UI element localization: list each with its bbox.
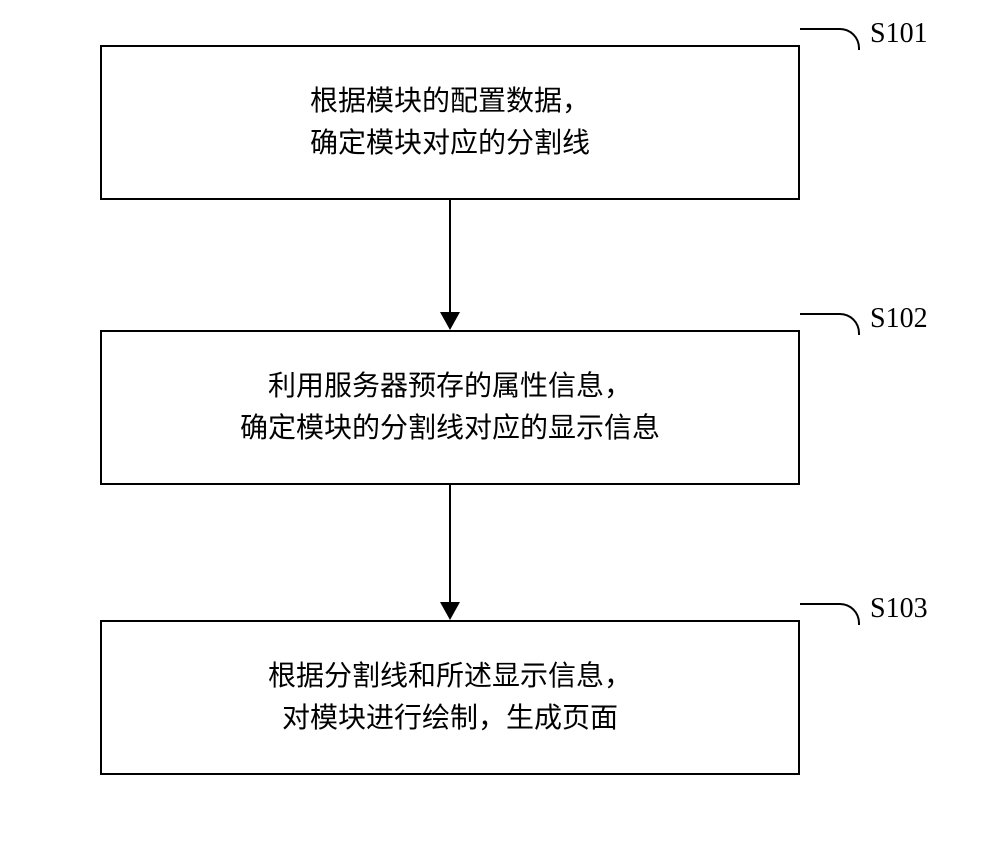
step-label-s103: S103: [870, 593, 928, 625]
step-box-s102: 利用服务器预存的属性信息， 确定模块的分割线对应的显示信息: [100, 330, 800, 485]
step-box-s101: 根据模块的配置数据， 确定模块对应的分割线: [100, 45, 800, 200]
step-text-line1: 根据分割线和所述显示信息，: [268, 656, 632, 698]
step-label-s102: S102: [870, 303, 928, 335]
step-text-line2: 对模块进行绘制，生成页面: [282, 698, 618, 740]
flowchart-container: 根据模块的配置数据， 确定模块对应的分割线 S101 利用服务器预存的属性信息，…: [0, 0, 1000, 860]
arrow-head-1: [440, 312, 460, 330]
step-box-s103: 根据分割线和所述显示信息， 对模块进行绘制，生成页面: [100, 620, 800, 775]
label-connector-s102: [800, 313, 860, 335]
step-label-s101: S101: [870, 18, 928, 50]
step-text-line1: 根据模块的配置数据，: [310, 81, 590, 123]
step-text-line2: 确定模块对应的分割线: [310, 123, 590, 165]
arrow-line-1: [449, 200, 451, 312]
arrow-line-2: [449, 485, 451, 602]
step-text-line2: 确定模块的分割线对应的显示信息: [240, 408, 660, 450]
label-connector-s103: [800, 603, 860, 625]
arrow-head-2: [440, 602, 460, 620]
step-text-line1: 利用服务器预存的属性信息，: [268, 366, 632, 408]
label-connector-s101: [800, 28, 860, 50]
